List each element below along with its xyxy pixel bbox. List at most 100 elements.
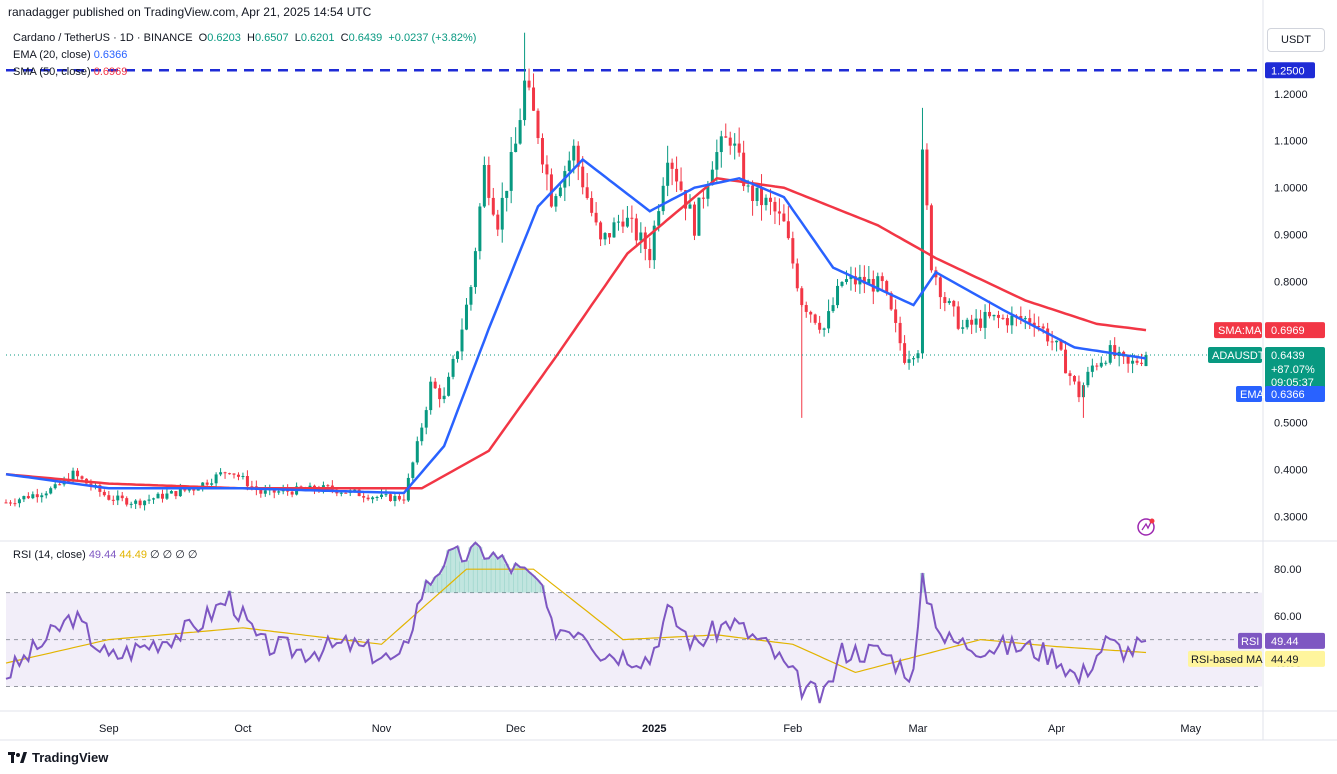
candle-body xyxy=(844,279,848,282)
candle-body xyxy=(724,136,728,138)
ema-legend-value: 0.6366 xyxy=(93,49,128,61)
candle-body xyxy=(608,233,612,238)
candle-body xyxy=(639,232,643,241)
ema-line xyxy=(5,157,1147,495)
candle-body xyxy=(616,221,620,223)
candle-body xyxy=(250,486,254,488)
candle-body xyxy=(706,185,710,199)
price-tick-6: 0.5000 xyxy=(1274,418,1308,430)
candle-body xyxy=(1059,340,1063,350)
candle-body xyxy=(737,143,741,153)
price-tick-3: 1.0000 xyxy=(1274,183,1308,195)
ema-tag-label: EMA xyxy=(1240,389,1265,401)
candle-body xyxy=(1126,356,1130,364)
last-price-tag xyxy=(1265,346,1325,391)
candle-body xyxy=(952,300,956,307)
candle-body xyxy=(916,353,920,359)
candle-body xyxy=(840,281,844,286)
candle-body xyxy=(178,488,182,497)
candle-body xyxy=(1090,365,1094,372)
candle-body xyxy=(938,277,942,298)
level-price-tag xyxy=(1265,62,1315,79)
candle-body xyxy=(576,145,580,167)
candle-body xyxy=(925,149,929,206)
candle-body xyxy=(169,491,173,494)
change-value: +0.0237 (+3.82%) xyxy=(388,32,477,44)
price-tick-5: 0.8000 xyxy=(1274,277,1308,289)
time-tick-dec: Dec xyxy=(506,723,526,735)
symbol-title[interactable]: Cardano / TetherUS · 1D · BINANCE xyxy=(13,32,193,44)
candle-body xyxy=(988,311,992,317)
candle-body xyxy=(867,278,871,284)
candle-body xyxy=(451,358,455,377)
candle-body xyxy=(827,311,831,329)
candle-body xyxy=(746,185,750,187)
rsi-ma-tag-box xyxy=(1188,650,1262,667)
candle-body xyxy=(903,343,907,363)
time-tick-2025: 2025 xyxy=(642,723,666,735)
candle-body xyxy=(692,204,696,236)
last-symbol-tag xyxy=(1208,346,1262,363)
candle-body xyxy=(107,495,111,500)
candle-body xyxy=(755,187,759,202)
candle-body xyxy=(514,143,518,153)
candle-body xyxy=(402,499,406,501)
candle-body xyxy=(482,164,486,207)
candle-body xyxy=(263,490,267,494)
sma-legend-label[interactable]: SMA (50, close) xyxy=(13,66,91,78)
candle-body xyxy=(652,225,656,261)
candle-body xyxy=(393,495,397,502)
candle-body xyxy=(35,494,39,498)
price-tick-2: 1.1000 xyxy=(1274,136,1308,148)
candle-body xyxy=(156,493,160,499)
currency-unit-button[interactable]: USDT xyxy=(1267,28,1325,52)
candle-body xyxy=(889,292,893,310)
candle-body xyxy=(1001,317,1005,319)
candle-body xyxy=(996,314,1000,318)
candle-body xyxy=(129,503,133,505)
candle-body xyxy=(174,491,178,497)
candle-body xyxy=(1135,360,1139,363)
tradingview-footer[interactable]: TradingView xyxy=(8,750,108,765)
candle-body xyxy=(505,190,509,198)
candle-body xyxy=(961,327,965,329)
candle-body xyxy=(688,204,692,209)
rsi-legend-label[interactable]: RSI (14, close) xyxy=(13,549,86,561)
candle-body xyxy=(947,300,951,304)
last-change-value: +87.07% xyxy=(1271,364,1315,376)
candle-body xyxy=(800,288,804,306)
candle-body xyxy=(880,276,884,282)
candle-body xyxy=(540,138,544,165)
candle-body xyxy=(415,441,419,463)
candle-body xyxy=(795,263,799,289)
candle-body xyxy=(138,500,142,506)
candle-body xyxy=(648,248,652,261)
candle-body xyxy=(223,472,227,474)
candle-body xyxy=(710,169,714,186)
candle-body xyxy=(885,281,889,293)
ema-legend-label[interactable]: EMA (20, close) xyxy=(13,49,91,61)
candle-body xyxy=(411,462,415,478)
candle-body xyxy=(804,305,808,312)
candle-body xyxy=(567,160,571,172)
candle-body xyxy=(424,410,428,428)
alert-icon xyxy=(1137,518,1155,536)
sma-line xyxy=(5,176,1147,490)
candle-body xyxy=(554,196,558,207)
candle-body xyxy=(1046,328,1050,342)
last-price-value: 0.6439 xyxy=(1271,350,1305,362)
candle-body xyxy=(634,218,638,241)
last-countdown-value: 09:05:37 xyxy=(1271,377,1314,389)
candle-body xyxy=(447,376,451,396)
candle-body xyxy=(1010,315,1014,326)
candle-body xyxy=(433,381,437,389)
candle-body xyxy=(853,276,857,285)
high-value: 0.6507 xyxy=(254,32,289,44)
candle-body xyxy=(456,351,460,359)
candle-body xyxy=(219,472,223,475)
low-label: L xyxy=(294,32,301,44)
ema-price-tag xyxy=(1265,386,1325,402)
candle-body xyxy=(210,483,214,485)
candle-body xyxy=(630,217,634,219)
